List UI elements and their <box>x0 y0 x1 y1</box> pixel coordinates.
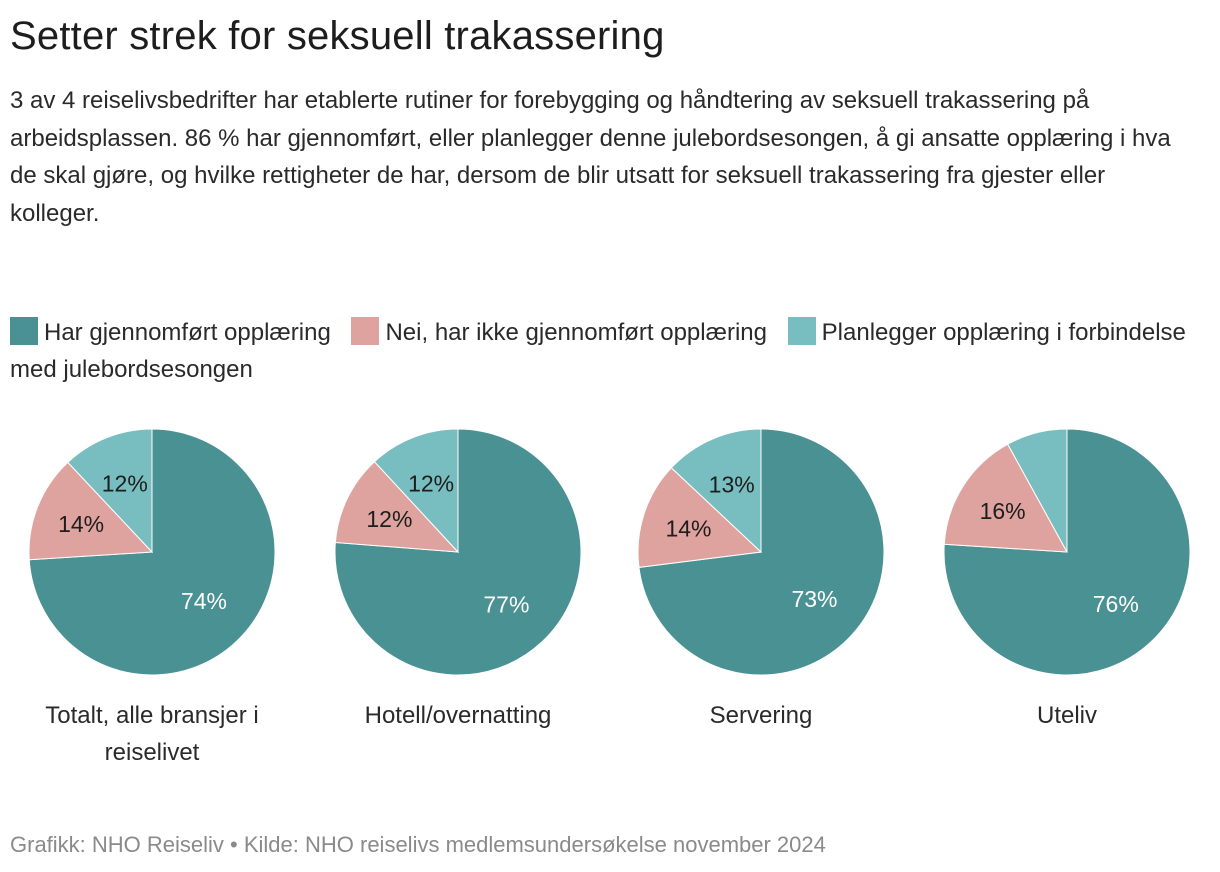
pie-slice <box>670 428 762 554</box>
pie-slice-label: 12% <box>408 470 454 496</box>
pie-category-label: Servering <box>709 702 813 729</box>
pie-charts: 74% 14% 12% 77% 12% 12% 73% 14% 13% 76% 16% <box>28 428 1191 676</box>
pie-slice <box>334 461 460 553</box>
pie-slice-label: 12% <box>366 506 412 532</box>
pie-slice <box>943 443 1068 553</box>
chart-title: Setter strek for seksuell trakassering <box>10 14 665 58</box>
pie-slice <box>67 428 153 554</box>
legend-label-planlegger: Planlegger opplæring i forbindelse med j… <box>10 319 1186 383</box>
legend-swatch-nei <box>351 317 380 345</box>
pie-slice <box>373 428 459 554</box>
pie-chart: 77% 12% 12% <box>334 428 582 676</box>
pie-chart: 73% 14% 13% <box>637 428 885 676</box>
pie-slice <box>1007 428 1068 553</box>
pie-slice <box>28 461 154 561</box>
pie-category-label: Totalt, alle bransjer i reiselivet <box>45 702 259 766</box>
chart-subtitle: 3 av 4 reiselivsbedrifter har etablerte … <box>10 87 1171 227</box>
pie-slice-label: 74% <box>181 588 227 614</box>
pie-slice-label: 14% <box>665 515 711 541</box>
pie-category-label: Hotell/overnatting <box>364 702 552 729</box>
legend-item-har-gjennomfort: Har gjennomført opplæring <box>10 317 331 346</box>
pie-slice <box>637 467 763 568</box>
legend: Har gjennomført opplæring Nei, har ikke … <box>10 314 1200 388</box>
pie-chart: 74% 14% 12% <box>28 428 276 676</box>
legend-item-nei: Nei, har ikke gjennomført opplæring <box>351 317 767 346</box>
legend-label-har-gjennomfort: Har gjennomført opplæring <box>44 319 331 346</box>
source-footer: Grafikk: NHO Reiseliv • Kilde: NHO reise… <box>10 832 826 857</box>
legend-swatch-har-gjennomfort <box>10 317 38 345</box>
pie-category-label: Uteliv <box>1036 702 1097 729</box>
pie-slice-label: 76% <box>1093 591 1139 617</box>
legend-label-nei: Nei, har ikke gjennomført opplæring <box>385 319 767 346</box>
pie-chart: 76% 16% <box>943 428 1191 676</box>
pie-slice-label: 73% <box>791 586 837 612</box>
legend-swatch-planlegger <box>787 317 816 345</box>
pie-slice-label: 14% <box>58 511 104 537</box>
legend-item-planlegger: Planlegger opplæring i forbindelse med j… <box>10 317 1186 383</box>
pie-slice-label: 13% <box>709 471 755 497</box>
pie-slice-label: 16% <box>980 498 1026 524</box>
pie-slice-label: 12% <box>102 470 148 496</box>
pie-slice-label: 77% <box>483 591 529 617</box>
